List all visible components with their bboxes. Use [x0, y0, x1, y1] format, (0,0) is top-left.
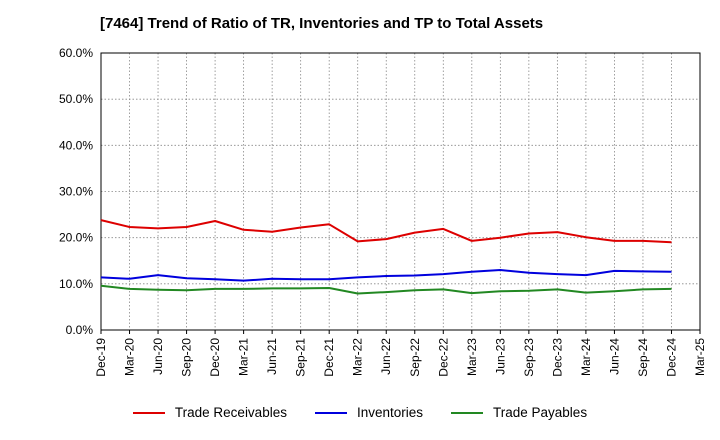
x-tick-label: Sep-23	[522, 338, 536, 377]
x-tick-label: Mar-24	[579, 338, 593, 376]
x-tick-label: Mar-25	[693, 338, 707, 376]
chart-title: [7464] Trend of Ratio of TR, Inventories…	[100, 15, 544, 32]
series-group	[100, 219, 672, 295]
legend-swatch	[132, 411, 165, 414]
x-tick-label: Dec-21	[322, 338, 336, 377]
y-tick-label: 30.0%	[59, 185, 93, 199]
x-tick-label: Jun-20	[151, 338, 165, 375]
legend-item-inventories: Inventories	[314, 405, 424, 420]
legend-label: Trade Receivables	[174, 405, 287, 420]
x-tick-label: Dec-19	[94, 338, 108, 377]
x-tick-label: Sep-24	[636, 338, 650, 377]
x-tick-label: Dec-20	[208, 338, 222, 377]
y-tick-label: 40.0%	[59, 138, 93, 152]
x-tick-label: Jun-21	[265, 338, 279, 375]
y-tick-label: 10.0%	[59, 277, 93, 291]
x-tick-label: Mar-20	[123, 338, 137, 376]
y-axis: 0.0% 10.0% 20.0% 30.0% 40.0% 50.0% 60.0%	[59, 46, 93, 337]
series-line-inventories	[100, 269, 672, 282]
series-line-trade-payables	[100, 284, 672, 295]
y-tick-label: 50.0%	[59, 92, 93, 106]
x-tick-label: Mar-22	[351, 338, 365, 376]
x-tick-label: Sep-20	[180, 338, 194, 377]
legend-label: Inventories	[356, 405, 424, 420]
y-tick-label: 20.0%	[59, 231, 93, 245]
x-tick-label: Dec-22	[436, 338, 450, 377]
x-tick-label: Jun-24	[607, 338, 621, 375]
x-tick-label: Dec-24	[664, 338, 678, 377]
legend-swatch	[451, 411, 484, 414]
grid	[101, 53, 700, 330]
legend-label: Trade Payables	[493, 405, 588, 420]
x-tick-label: Dec-23	[550, 338, 564, 377]
x-tick-label: Mar-23	[465, 338, 479, 376]
x-axis: Dec-19 Mar-20 Jun-20 Sep-20 Dec-20 Mar-21 Jun-…	[94, 330, 707, 377]
legend-item-trade-payables: Trade Payables	[451, 405, 587, 420]
legend: Trade Receivables Inventories Trade Paya…	[0, 405, 720, 420]
legend-swatch	[314, 411, 347, 414]
y-tick-label: 60.0%	[59, 46, 93, 60]
y-tick-label: 0.0%	[66, 323, 94, 337]
x-tick-label: Jun-23	[493, 338, 507, 375]
x-tick-label: Sep-21	[294, 338, 308, 377]
plot-area	[100, 52, 701, 331]
legend-item-trade-receivables: Trade Receivables	[132, 405, 287, 420]
series-line-trade-receivables	[100, 219, 672, 244]
x-tick-label: Sep-22	[408, 338, 422, 377]
x-tick-label: Jun-22	[379, 338, 393, 375]
x-tick-label: Mar-21	[237, 338, 251, 376]
